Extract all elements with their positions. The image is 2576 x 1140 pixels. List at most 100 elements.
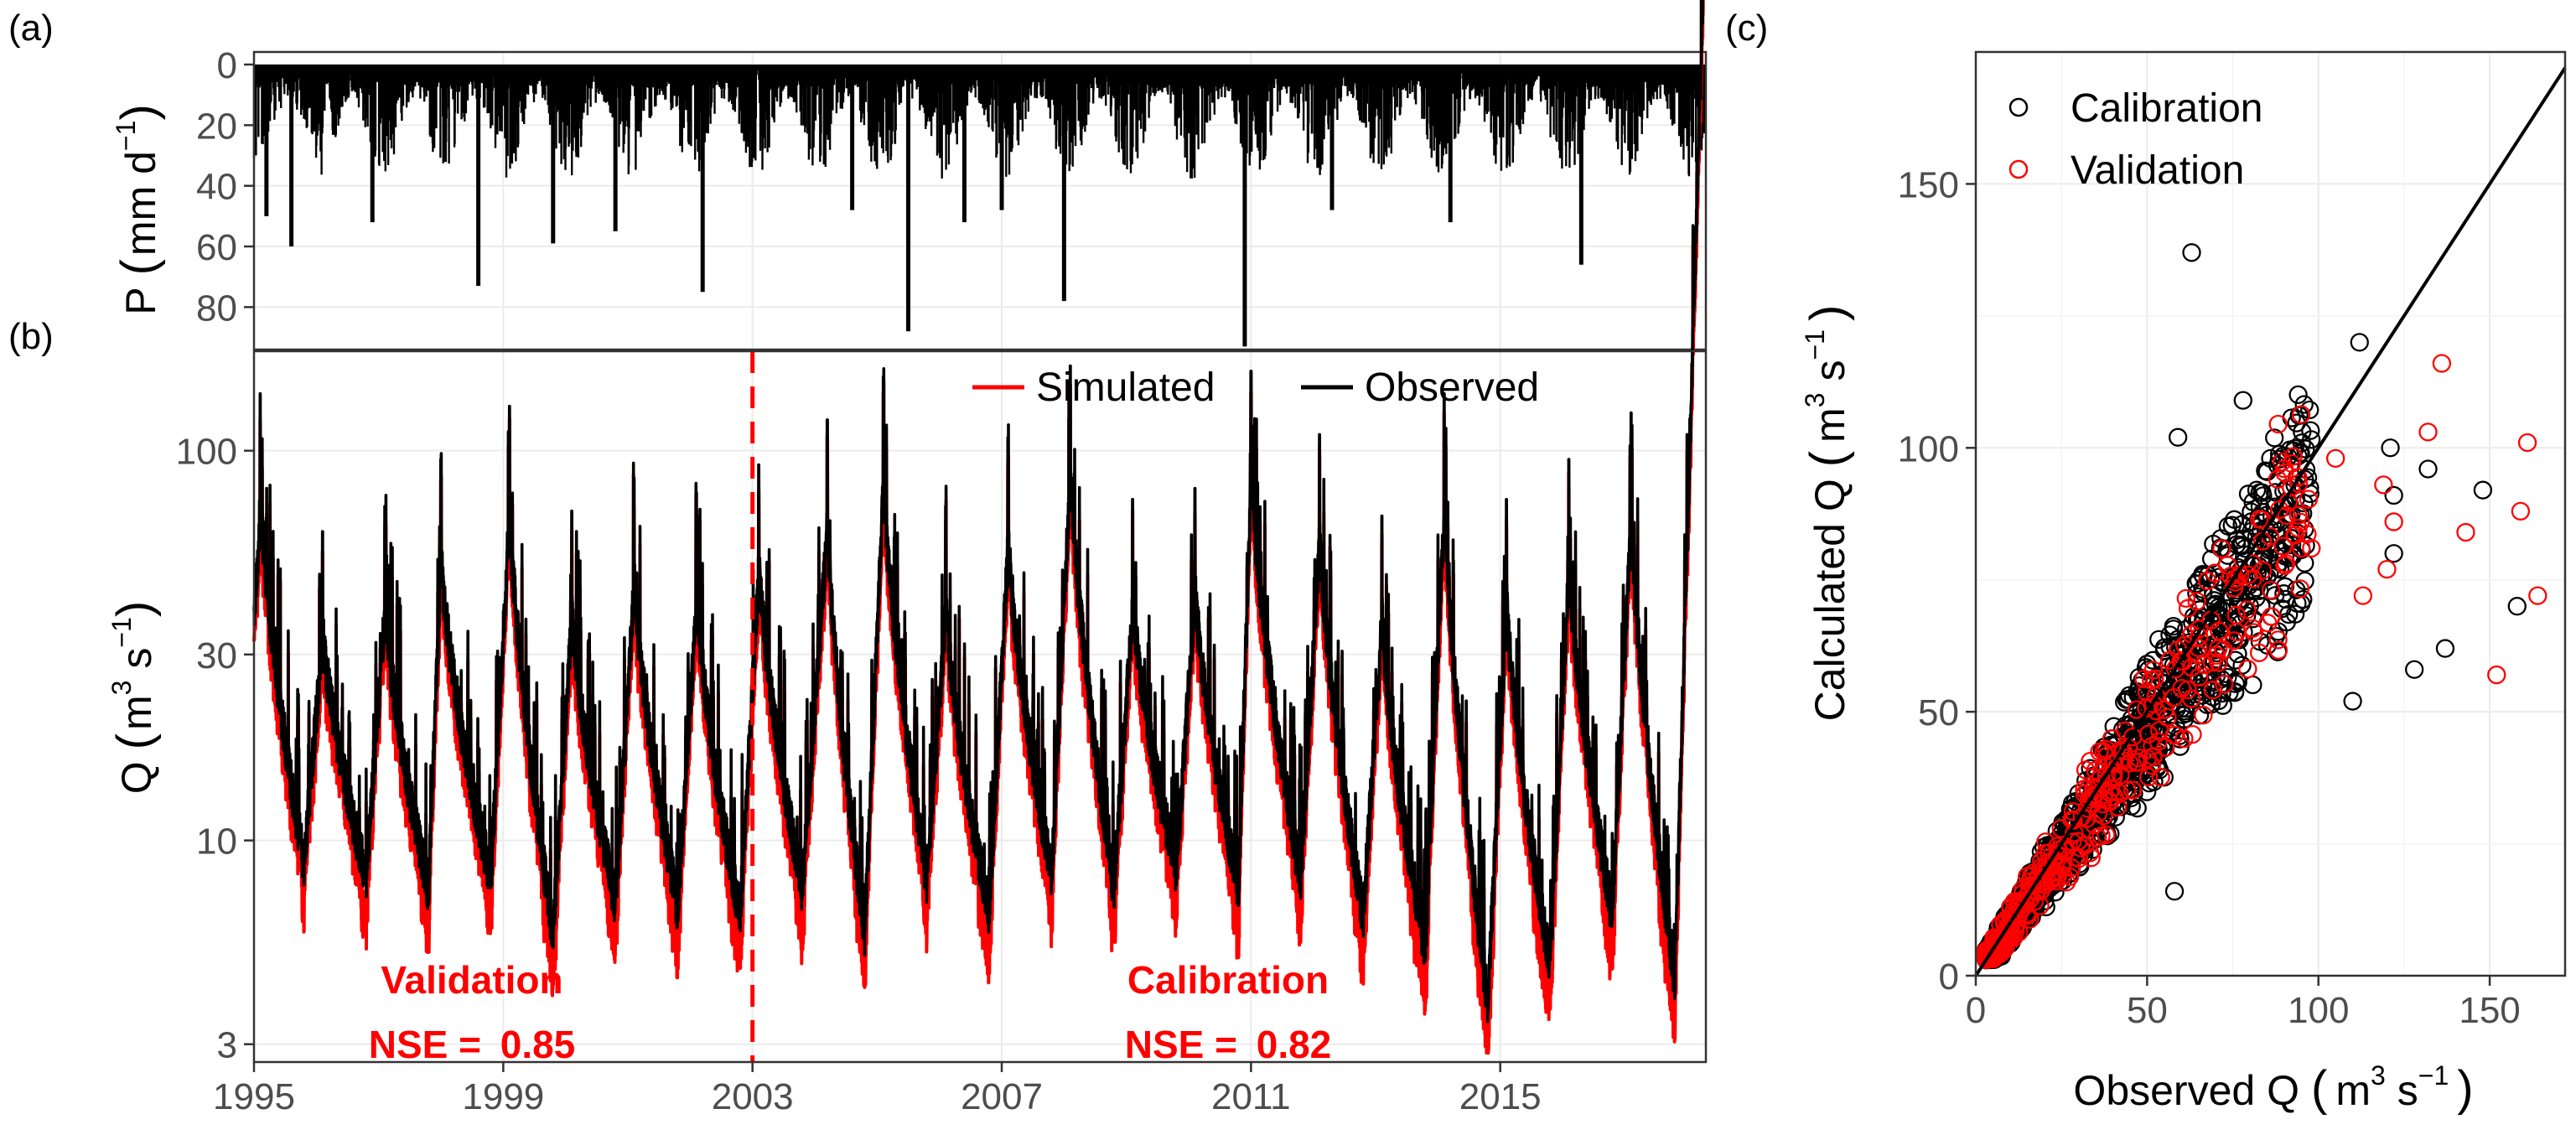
svg-text:Calculated Q(m3s−1): Calculated Q(m3s−1) xyxy=(1800,305,1855,722)
panel-b-y-ticks: 100 30 10 3 xyxy=(176,432,254,1066)
calibration-point xyxy=(2507,597,2527,616)
calibration-point xyxy=(2384,485,2403,505)
validation-point xyxy=(2283,447,2303,466)
validation-point xyxy=(2076,760,2096,780)
validation-point xyxy=(2174,729,2194,749)
validation-point xyxy=(2384,512,2403,531)
validation-point xyxy=(2276,553,2296,573)
calibration-point xyxy=(2294,395,2314,414)
panel-c-ytitle: Calculated Q(m3s−1) xyxy=(1800,305,1855,722)
panel-c-ytick-label: 0 xyxy=(1939,956,1959,998)
calibration-point xyxy=(2164,619,2184,639)
validation-point xyxy=(2288,468,2308,487)
calibration-point xyxy=(2252,483,2272,502)
validation-point xyxy=(2292,538,2311,558)
calibration-point xyxy=(2232,515,2252,534)
validation-point xyxy=(2160,650,2179,670)
validation-point xyxy=(2227,622,2247,642)
validation-point xyxy=(2036,832,2055,852)
validation-point xyxy=(2078,799,2097,818)
validation-point xyxy=(2299,490,2319,509)
validation-point xyxy=(2275,556,2294,575)
calibration-point xyxy=(2176,699,2195,718)
panel-b-xtick-label: 1995 xyxy=(213,1076,295,1117)
validation-point xyxy=(2291,405,2311,424)
calibration-point xyxy=(2284,441,2304,460)
observed-series-line xyxy=(252,0,1705,1023)
calibration-point xyxy=(2276,589,2295,609)
panel-c-xtick-label: 0 xyxy=(1966,990,1986,1031)
validation-point xyxy=(2097,825,2116,845)
validation-point xyxy=(2134,669,2154,689)
legend-simulated-label: Simulated xyxy=(1036,365,1215,410)
panel-b-ytitle: Q(m3s−1) xyxy=(106,601,162,795)
validation-point xyxy=(2326,448,2345,469)
panel-b-ytick-label: 30 xyxy=(196,635,237,676)
calibration-point xyxy=(2138,782,2157,801)
calibration-point xyxy=(2405,660,2424,679)
calibration-point xyxy=(2190,600,2210,619)
validation-annotation-title: Validation xyxy=(381,958,562,1002)
validation-point xyxy=(2194,706,2213,725)
validation-point xyxy=(1977,948,1996,967)
calibration-point xyxy=(2242,512,2261,531)
validation-point xyxy=(2268,469,2288,489)
legend-calibration-marker xyxy=(2008,97,2029,117)
calibration-point xyxy=(2381,438,2400,458)
validation-point xyxy=(2432,354,2452,373)
validation-point xyxy=(2353,586,2373,605)
panel-c-ytick-label: 50 xyxy=(1918,692,1959,733)
panel-c-frame xyxy=(1974,50,2567,977)
panel-a-label: (a) xyxy=(8,8,54,49)
calibration-point xyxy=(2104,717,2123,736)
calibration-point xyxy=(2275,577,2295,596)
panel-b-legend: Simulated Observed xyxy=(972,365,1539,410)
panel-b-ytick-label: 3 xyxy=(217,1025,237,1066)
validation-point xyxy=(2377,559,2397,579)
panel-c-label: (c) xyxy=(1725,8,1768,49)
validation-point xyxy=(2209,653,2228,672)
validation-point xyxy=(2277,505,2296,526)
validation-point xyxy=(2268,630,2288,650)
calibration-annotation-nse: NSE = 0.82 xyxy=(1125,1023,1332,1066)
legend-validation-marker xyxy=(2008,159,2029,179)
panel-b-ytick-label: 10 xyxy=(196,821,237,863)
calibration-point xyxy=(2350,333,2369,352)
calibration-point xyxy=(2226,674,2246,693)
validation-point xyxy=(2113,742,2133,761)
validation-point xyxy=(2253,561,2273,580)
validation-point xyxy=(2212,539,2231,558)
validation-point xyxy=(2081,751,2100,771)
validation-point xyxy=(2182,689,2201,708)
panel-a-ytick-label: 60 xyxy=(196,227,237,268)
validation-point xyxy=(2456,522,2475,542)
validation-point xyxy=(2270,500,2289,520)
panel-c-xtick-label: 100 xyxy=(2288,990,2349,1031)
validation-point xyxy=(2268,640,2288,660)
calibration-point xyxy=(2238,484,2258,504)
calibration-point xyxy=(2269,449,2289,469)
calibration-point xyxy=(2209,631,2228,650)
validation-point xyxy=(2155,700,2174,720)
panel-c-legend: Calibration Validation xyxy=(2008,86,2262,193)
calibration-point xyxy=(2250,497,2270,516)
calibration-point xyxy=(2168,428,2188,447)
panel-c-ytick-label: 150 xyxy=(1898,164,1959,205)
calibration-point xyxy=(2164,882,2185,901)
calibration-point xyxy=(2203,687,2223,707)
panel-c-grid xyxy=(1975,52,2565,977)
legend-validation-label: Validation xyxy=(2071,148,2244,193)
legend-calibration-label: Calibration xyxy=(2071,86,2262,131)
panel-c-scatter-points xyxy=(1977,243,2547,970)
validation-point xyxy=(2187,592,2206,611)
calibration-point xyxy=(2211,529,2231,548)
panel-b-flow-series xyxy=(252,0,1705,1055)
calibration-point xyxy=(2384,544,2403,563)
validation-point xyxy=(2034,859,2054,878)
validation-point xyxy=(2528,586,2547,605)
calibration-point xyxy=(2231,536,2250,555)
validation-point xyxy=(2158,707,2177,728)
calibration-point xyxy=(2209,691,2228,711)
validation-point xyxy=(2090,742,2109,761)
panel-b-xtick-label: 2011 xyxy=(1211,1076,1291,1117)
